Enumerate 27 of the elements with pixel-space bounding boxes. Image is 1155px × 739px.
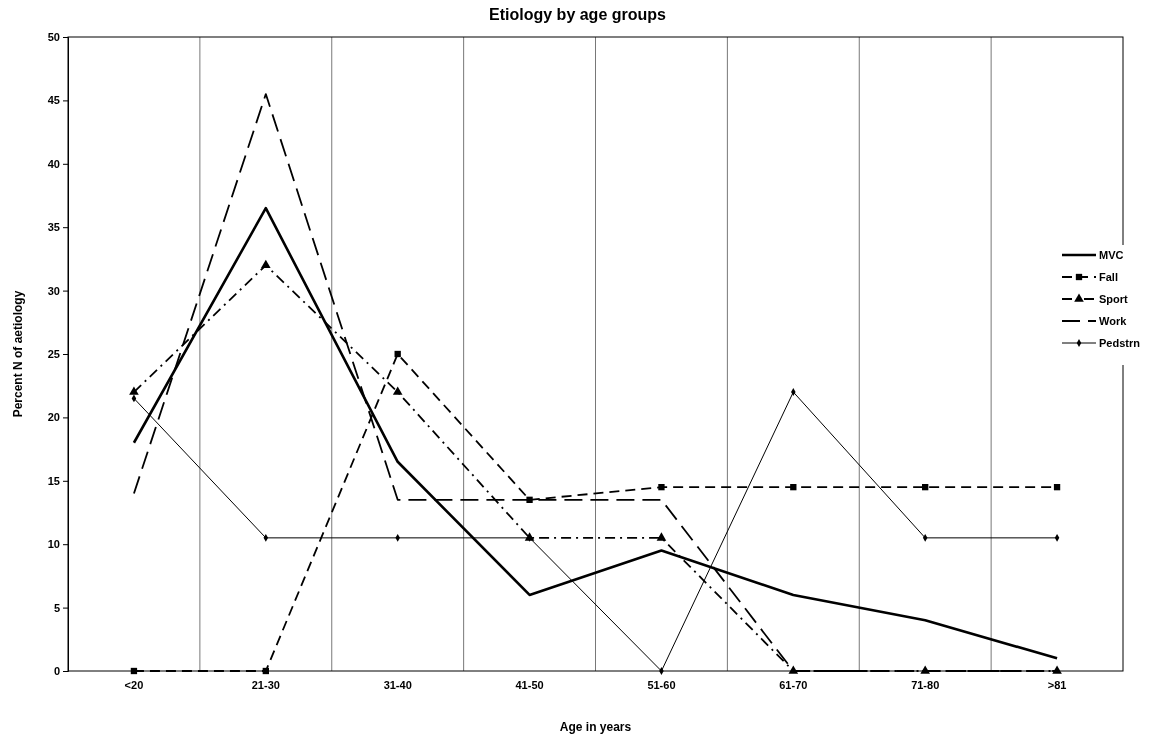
y-tick-label: 45 — [47, 94, 60, 107]
y-tick-label: 40 — [47, 157, 60, 170]
x-tick-label: >81 — [1047, 678, 1067, 691]
legend-label: Work — [1099, 315, 1128, 327]
x-axis-title: Age in years — [559, 720, 632, 734]
x-tick-label: 51-60 — [647, 678, 676, 691]
x-tick-label: <20 — [124, 678, 144, 691]
y-tick-label: 10 — [47, 538, 60, 551]
legend-label: Fall — [1099, 271, 1118, 283]
legend-label: Sport — [1099, 293, 1129, 305]
x-tick-label: 71-80 — [911, 678, 940, 691]
x-tick-label: 61-70 — [779, 678, 808, 691]
y-tick-label: 15 — [47, 474, 60, 487]
chart-title: Etiology by age groups — [489, 6, 667, 23]
y-tick-label: 50 — [47, 31, 60, 44]
y-tick-label: 20 — [47, 411, 60, 424]
legend-label: MVC — [1099, 249, 1124, 261]
x-tick-label: 41-50 — [515, 678, 544, 691]
y-axis-title: Percent N of aetiology — [11, 290, 25, 418]
y-tick-label: 0 — [53, 665, 60, 678]
x-tick-label: 31-40 — [383, 678, 412, 691]
y-tick-label: 5 — [53, 601, 60, 614]
y-tick-label: 30 — [47, 284, 60, 297]
x-tick-label: 21-30 — [251, 678, 280, 691]
y-tick-label: 35 — [47, 221, 60, 234]
legend-label: Pedstrn — [1099, 337, 1141, 349]
y-tick-label: 25 — [47, 348, 60, 361]
